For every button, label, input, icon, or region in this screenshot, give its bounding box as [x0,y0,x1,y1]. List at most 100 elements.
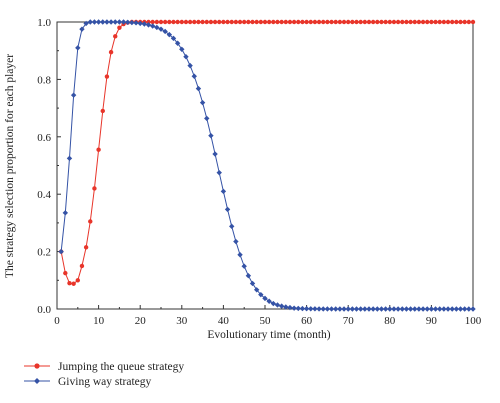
data-point [391,306,397,312]
data-point [92,186,97,191]
data-point [462,19,467,25]
data-point [395,306,401,312]
data-point [100,108,105,114]
data-point [299,305,306,312]
data-point [283,304,289,310]
legend-label-jumping: Jumping the queue strategy [58,361,184,373]
data-point [233,19,239,25]
data-point [221,19,226,25]
data-point [266,19,272,25]
data-point [320,306,326,312]
data-point [316,19,322,25]
data-point [200,19,205,25]
data-point [300,19,305,25]
data-point [324,306,331,312]
data-point [62,210,69,216]
data-point [466,306,472,312]
data-point [296,19,301,25]
data-point [204,19,209,25]
series-jumping-the-queue [58,19,476,286]
series-line [60,21,473,310]
data-point [204,115,210,122]
data-point [366,19,372,25]
data-point [425,19,430,25]
data-point [100,19,106,25]
data-point [187,62,193,69]
data-point [262,295,268,302]
data-point [424,306,430,312]
data-point [91,19,98,25]
x-tick-label: 90 [426,315,438,327]
data-point [279,19,284,25]
data-point [241,263,247,269]
y-tick-label: 0.8 [37,74,51,86]
data-point [158,26,164,32]
data-point [217,19,222,25]
data-point [113,34,118,39]
data-point [75,278,81,283]
data-point [249,280,256,287]
data-point [199,99,206,106]
data-point [429,19,434,25]
data-point [120,19,127,25]
data-point [274,302,281,308]
data-point [266,298,272,304]
data-point [254,19,259,25]
data-point [229,19,234,25]
data-point [454,19,459,25]
data-point [328,306,335,312]
data-point [216,169,222,176]
x-axis-title: Evolutionary time (month) [207,329,330,341]
data-point [208,132,214,139]
x-tick-label: 10 [93,315,105,327]
data-point [66,155,73,162]
data-point [325,19,330,25]
x-tick-label: 100 [465,315,482,327]
data-point [129,19,135,26]
data-point [450,19,455,25]
data-point [58,248,64,255]
data-point [412,19,417,25]
data-point [146,19,151,25]
data-point [179,19,184,25]
data-point [437,306,443,312]
data-point [175,19,180,25]
data-point [104,74,110,79]
data-point [225,19,230,25]
data-point [316,306,322,312]
legend-marker-jumping [34,363,40,369]
data-point [379,19,384,25]
data-point [70,92,77,98]
data-point [420,306,426,312]
data-point [108,49,114,55]
data-point [258,291,264,298]
data-point [387,306,393,312]
data-point [403,306,410,312]
y-tick-label: 0.0 [37,304,51,316]
data-point [196,19,201,25]
data-point [428,306,435,312]
data-point [237,19,243,25]
data-point [346,19,351,25]
data-point [382,306,389,312]
data-point [399,306,405,312]
data-point [154,19,160,25]
data-point [466,19,472,25]
data-point [183,19,189,25]
data-point [83,20,89,27]
y-tick-label: 0.4 [37,189,51,201]
data-point [400,19,405,25]
x-tick-label: 0 [54,315,60,327]
data-point [233,238,239,245]
data-point [67,280,72,286]
data-point [445,306,451,312]
data-point [362,19,368,25]
data-point [312,306,318,312]
data-point [212,19,218,25]
x-tick-label: 50 [260,315,272,327]
data-point [358,19,363,25]
data-point [212,151,218,157]
data-point [461,306,468,312]
data-point [145,22,152,28]
data-point [395,19,401,25]
